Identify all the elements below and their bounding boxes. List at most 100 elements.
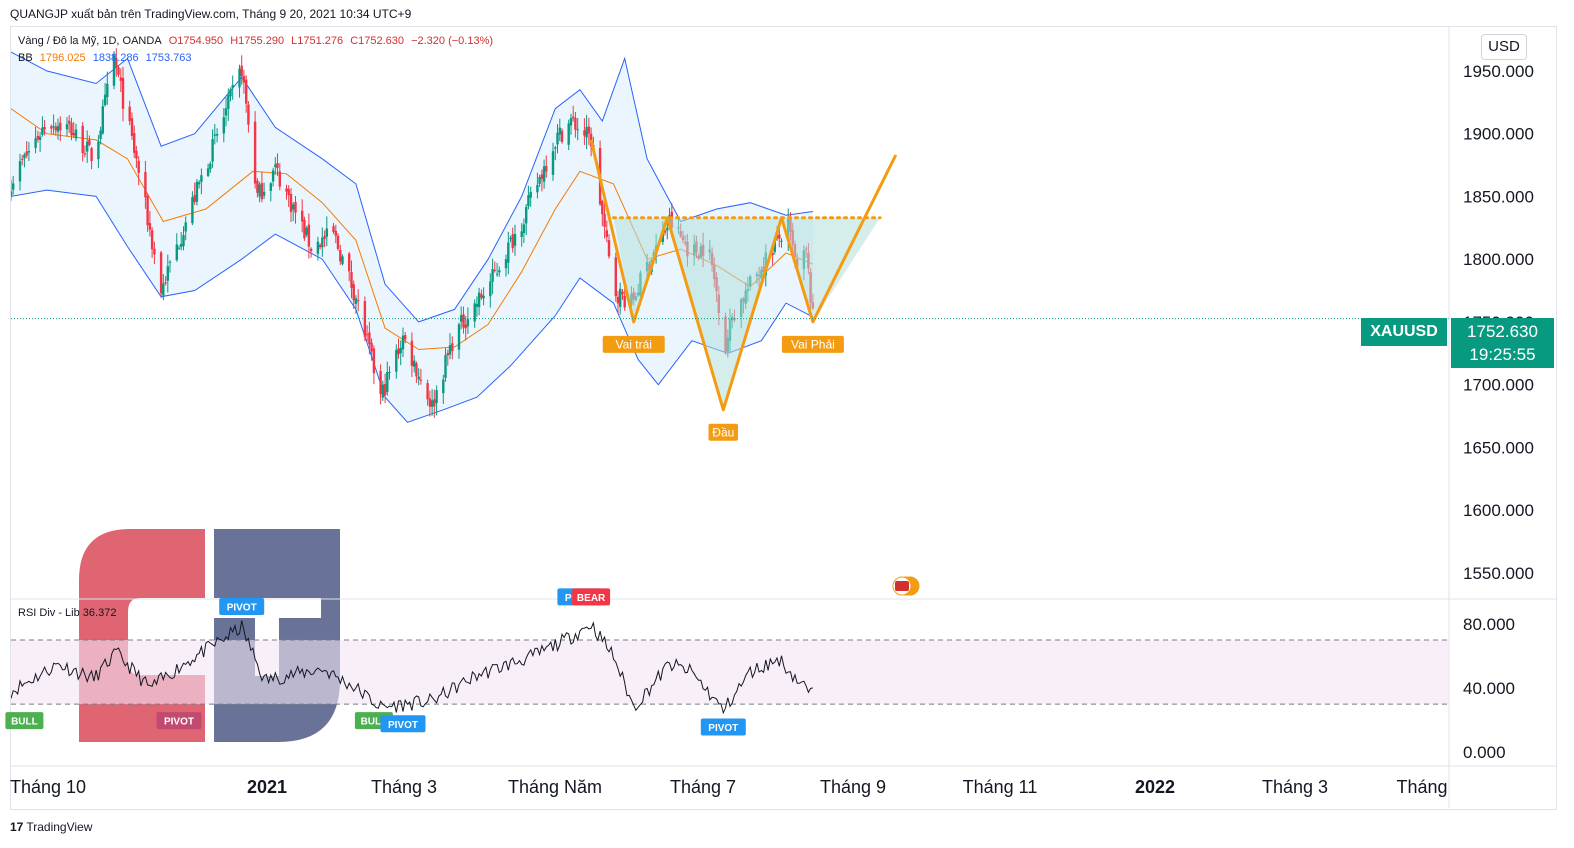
rsi-tick-label: 80.000	[1463, 615, 1515, 634]
candle-body	[357, 300, 360, 302]
candle-body	[554, 147, 557, 149]
candle-body	[415, 363, 418, 377]
pattern-label-box	[708, 423, 738, 441]
candle-body	[278, 171, 281, 187]
price-tick-label: 1550.000	[1463, 564, 1534, 583]
candle-body	[435, 390, 438, 403]
candle-body	[325, 228, 328, 237]
candle-body	[572, 116, 575, 119]
candle-body	[305, 227, 308, 235]
candle-body	[419, 379, 423, 381]
rsi-signal-box[interactable]	[380, 715, 426, 733]
rsi-legend[interactable]: RSI Div - Lib 36.372	[18, 607, 117, 619]
head-and-shoulders-pattern: Vai trái Đầu Vai Phải	[589, 139, 898, 441]
candle-body	[491, 269, 494, 282]
candle-body	[112, 54, 116, 86]
candle-body	[413, 360, 416, 367]
candle-body	[482, 295, 485, 299]
candle-body	[545, 166, 548, 172]
candle-body	[81, 125, 84, 153]
time-tick-label: Tháng 7	[670, 777, 736, 797]
candle-body	[395, 350, 398, 372]
candle-body	[399, 347, 402, 354]
tradingview-logo-icon: 17	[10, 820, 24, 834]
candle-body	[23, 154, 26, 159]
pattern-label: Đầu	[712, 425, 734, 439]
candle-body	[318, 245, 322, 248]
candle-body	[287, 189, 290, 196]
candle-body	[417, 376, 420, 380]
candle-body	[426, 383, 429, 400]
rsi-signal-box[interactable]	[219, 598, 265, 615]
rsi-series	[11, 620, 814, 715]
candle-body	[59, 122, 62, 131]
price-tick-label: 1850.000	[1463, 187, 1534, 206]
candle-body	[473, 303, 476, 322]
bb-lower-value: 1753.763	[145, 52, 192, 64]
pattern-label: Vai Phải	[791, 337, 835, 351]
candle-body	[603, 213, 606, 227]
candle-body	[166, 266, 169, 281]
pattern-label-box	[602, 335, 665, 353]
candle-body	[54, 126, 57, 131]
candle-body	[276, 163, 279, 169]
candle-body	[43, 127, 46, 130]
time-tick-label: Tháng 10	[10, 777, 86, 797]
candle-body	[184, 222, 187, 232]
rsi-signal-box[interactable]	[5, 712, 44, 730]
rsi-signal-box[interactable]	[572, 588, 611, 606]
head-fill	[667, 217, 782, 410]
candle-body	[209, 163, 212, 170]
candle-body	[74, 129, 78, 139]
candle-body	[258, 184, 261, 197]
candle-body	[12, 183, 15, 190]
candle-body	[372, 348, 376, 374]
chart-frame	[10, 26, 1557, 810]
candle-body	[307, 224, 311, 247]
candle-body	[556, 132, 559, 145]
tradingview-logo-text: TradingView	[26, 820, 93, 834]
logo-red-shape	[79, 529, 205, 742]
time-tick-label: Tháng 3	[1262, 777, 1328, 797]
candle-body	[498, 270, 501, 273]
change-value: −2.320 (−0.13%)	[411, 35, 494, 47]
candle-body	[451, 343, 454, 352]
candle-body	[206, 168, 210, 176]
tradingview-logo[interactable]: 17 TradingView	[10, 820, 92, 834]
candle-body	[404, 335, 407, 340]
candle-body	[605, 230, 608, 237]
candle-body	[86, 141, 89, 152]
candle-body	[520, 231, 523, 237]
candle-body	[663, 230, 667, 233]
candle-body	[137, 160, 140, 173]
time-tick-label: Tháng 3	[371, 777, 437, 797]
low-value: L1751.276	[291, 35, 344, 47]
candle-body	[567, 123, 570, 145]
currency-button[interactable]: USD	[1481, 34, 1527, 60]
rsi-tick-label: 40.000	[1463, 679, 1515, 698]
candle-body	[229, 89, 232, 97]
symbol-name[interactable]: Vàng / Đô la Mỹ, 1D, OANDA	[18, 35, 162, 47]
candle-body	[253, 121, 257, 184]
candle-body	[446, 353, 449, 356]
candle-body	[363, 301, 367, 337]
candle-body	[383, 384, 387, 395]
candle-body	[128, 106, 131, 122]
candle-body	[222, 117, 225, 134]
rsi-signal-label: BULL	[361, 717, 388, 728]
rsi-signal-box[interactable]	[156, 712, 202, 730]
pattern-path[interactable]	[589, 139, 898, 412]
candle-body	[38, 136, 42, 140]
candle-body	[97, 141, 100, 160]
rsi-signal-box[interactable]	[700, 718, 746, 736]
candle-body	[614, 257, 617, 297]
symbol-tag: XAUUSD	[1361, 318, 1447, 346]
candle-body	[18, 161, 22, 182]
candle-body	[511, 234, 514, 249]
bb-label[interactable]: BB	[18, 52, 33, 64]
candle-body	[616, 296, 620, 304]
candle-body	[551, 151, 555, 175]
candle-body	[522, 224, 526, 233]
price-tick-label: 1800.000	[1463, 250, 1534, 269]
